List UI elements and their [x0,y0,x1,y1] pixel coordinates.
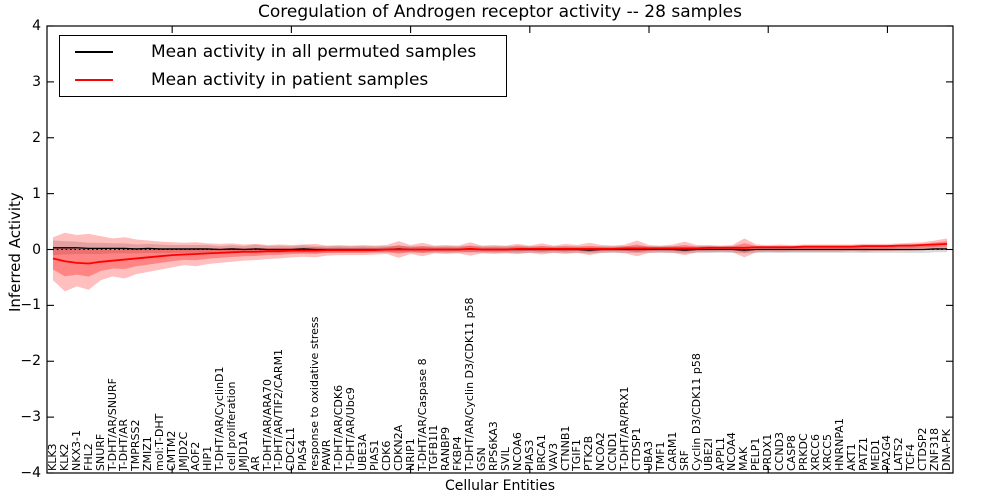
x-tick-label: BRCA1 [534,434,548,471]
x-tick-label: CDKN2A [391,424,405,471]
patient-outer-band [52,232,948,292]
y-tick-label: 0 [32,241,41,258]
black-line-swatch-icon [75,51,113,53]
legend-item-patient: Mean activity in patient samples [60,70,506,90]
x-tick-label: DNA-PK [940,429,954,471]
legend: Mean activity in all permuted samples Me… [59,35,507,97]
legend-item-permuted: Mean activity in all permuted samples [60,42,506,62]
x-tick-label: SNURF [93,433,107,471]
chart-title: Coregulation of Androgen receptor activi… [257,2,743,22]
x-tick-label: VAV3 [546,442,560,471]
y-tick-label: 1 [32,185,41,202]
x-tick-label: HNRNPA1 [832,418,846,471]
red-line-swatch-icon [75,79,113,81]
x-axis-title: Cellular Entities [444,478,556,494]
patient-mean-line [52,243,948,265]
x-tick-label: JMJD1A [236,432,250,471]
x-tick-label: UBE2I [701,438,715,471]
x-tick-label: SRF [677,450,691,471]
x-tick-label: Cyclin D3/CDK11 p58 [689,353,703,471]
x-tick-label: AR [248,455,262,471]
x-tick-label: CDK6 [379,440,393,471]
y-tick-label: 3 [32,73,41,90]
x-tick-label: AKT1 [844,443,858,471]
x-tick-label: PIAS3 [522,439,536,471]
y-tick-label: 4 [32,18,41,34]
x-tick-label: NRIP1 [403,438,417,471]
y-tick-label: 2 [32,129,41,146]
x-tick-label: PATZ1 [856,437,870,471]
legend-label-permuted: Mean activity in all permuted samples [151,42,477,62]
x-tick-label: cell proliferation [224,381,238,471]
y-tick-label: −4 [20,465,41,481]
x-tick-label: FHL2 [81,443,95,471]
y-tick-label: −3 [20,409,41,426]
y-tick-label: −2 [20,353,41,370]
x-tick-label: T-DHT/AR/Cyclin D3/CDK11 p58 [463,297,477,471]
y-tick-label: −1 [20,297,41,314]
legend-label-patient: Mean activity in patient samples [151,70,429,90]
x-tick-label: NKX3-1 [69,430,83,471]
